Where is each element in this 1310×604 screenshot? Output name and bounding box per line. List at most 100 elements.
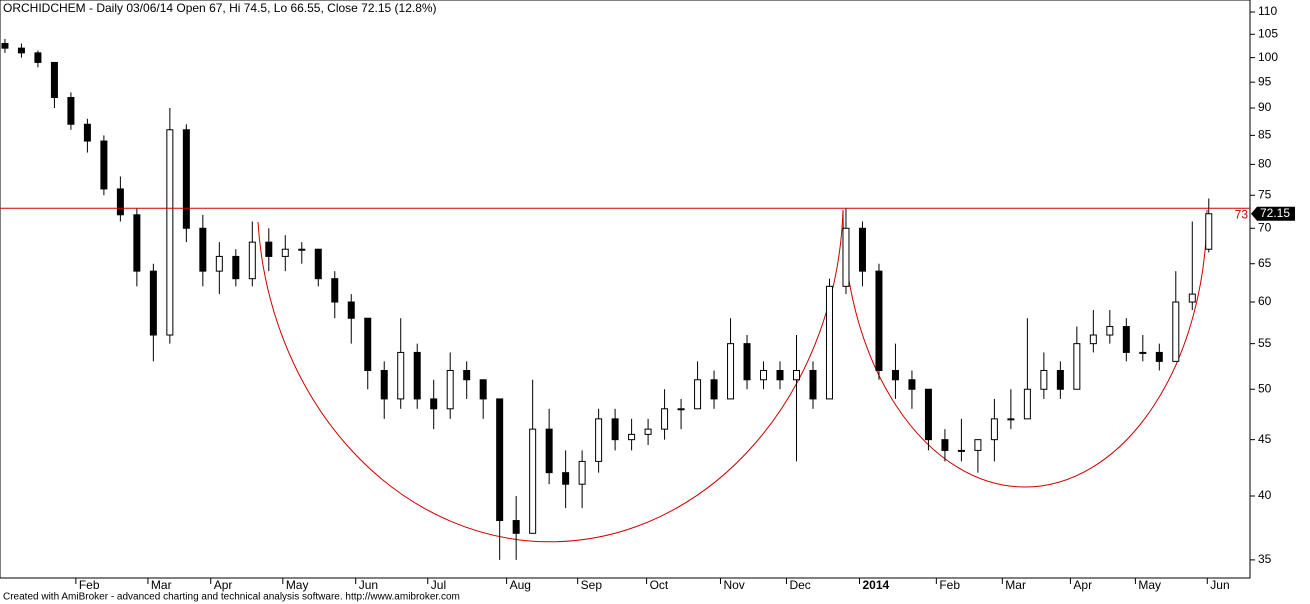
candle-body — [644, 428, 652, 435]
candle-body — [776, 369, 784, 381]
candle-body — [578, 460, 586, 485]
x-tick-label: Aug — [510, 578, 531, 592]
x-tick-label: Nov — [723, 578, 744, 592]
candle-body — [446, 369, 454, 410]
x-tick-label: 2014 — [862, 578, 889, 592]
candle-body — [430, 398, 438, 410]
y-tick-label: 65 — [1258, 256, 1272, 270]
candle-body — [628, 433, 636, 441]
candle-body — [760, 369, 768, 381]
candle-body — [611, 418, 619, 441]
y-tick-label: 70 — [1258, 220, 1272, 234]
candle-body — [496, 398, 504, 522]
candle-body — [825, 285, 833, 400]
candle-body — [842, 227, 850, 287]
candle-body — [529, 428, 537, 534]
chart-title: ORCHIDCHEM - Daily 03/06/14 Open 67, Hi … — [3, 1, 437, 15]
y-tick-label: 110 — [1258, 4, 1277, 18]
x-tick-label: Oct — [650, 578, 669, 592]
candle-body — [595, 418, 603, 462]
x-tick-label: Jul — [431, 578, 446, 592]
candle-body — [479, 379, 487, 400]
candle-body — [1040, 369, 1048, 390]
candle-body — [1, 42, 9, 49]
candle-body — [990, 418, 998, 441]
candle-body — [875, 270, 883, 371]
candle-body — [661, 408, 669, 430]
x-tick-label: Feb — [939, 578, 960, 592]
candle-body — [941, 439, 949, 451]
candle-body — [413, 351, 421, 400]
footer: Created with AmiBroker - advanced charti… — [3, 592, 460, 603]
candle-body — [232, 255, 240, 280]
candle-body — [1056, 369, 1064, 390]
x-tick-label: Dec — [789, 578, 810, 592]
candle-body — [34, 52, 42, 63]
candle-body — [908, 379, 916, 390]
cup-arc — [257, 209, 844, 543]
x-tick-label: Sep — [581, 578, 603, 592]
candle-body — [1155, 351, 1163, 362]
candle-body — [50, 61, 58, 99]
candle-body — [1007, 418, 1015, 421]
y-tick-label: 95 — [1258, 74, 1272, 88]
candle-body — [281, 248, 289, 257]
candle-body — [677, 408, 685, 411]
x-tick-label: May — [1138, 578, 1161, 592]
candle-body — [924, 388, 932, 441]
cup-arc — [842, 209, 1208, 488]
candle-body — [1073, 343, 1081, 390]
candle-body — [743, 343, 751, 381]
candle-body — [1172, 301, 1180, 362]
candle-body — [298, 248, 306, 251]
candle-body — [1089, 334, 1097, 345]
candle-body — [727, 343, 735, 400]
plot-frame — [0, 0, 1251, 579]
y-tick-label: 35 — [1258, 552, 1272, 566]
last-tag-box — [1251, 206, 1295, 221]
candle-body — [17, 47, 25, 54]
candle-body — [347, 301, 355, 319]
candle-body — [116, 188, 124, 216]
candle-body — [265, 241, 273, 257]
candle-body — [380, 369, 388, 400]
y-tick-label: 80 — [1258, 157, 1272, 171]
x-tick-label: Apr — [214, 578, 233, 592]
x-tick-label: Jun — [1210, 578, 1229, 592]
candle-body — [397, 351, 405, 400]
candle-body — [545, 428, 553, 474]
candle-body — [166, 129, 174, 336]
y-tick-label: 85 — [1258, 128, 1272, 142]
candle-body — [182, 129, 190, 229]
candle-body — [957, 449, 965, 452]
candle-body — [793, 369, 801, 381]
candle-body — [1106, 326, 1114, 336]
x-tick-label: Feb — [79, 578, 100, 592]
y-tick-label: 55 — [1258, 336, 1272, 350]
candle-body — [215, 255, 223, 272]
candle-body — [809, 369, 817, 400]
candle-body — [331, 278, 339, 303]
y-tick-label: 75 — [1258, 187, 1272, 201]
y-tick-label: 45 — [1258, 432, 1272, 446]
candle-body — [891, 369, 899, 381]
candle-body — [512, 520, 520, 534]
x-tick-label: Apr — [1073, 578, 1092, 592]
candle-body — [1188, 293, 1196, 303]
candle-body — [364, 317, 372, 371]
candle-body — [1122, 326, 1130, 353]
candle-body — [974, 439, 982, 451]
y-tick-label: 60 — [1258, 294, 1272, 308]
candle-body — [67, 97, 75, 125]
candle-body — [710, 379, 718, 400]
candle-body — [83, 123, 91, 142]
candle-body — [314, 248, 322, 280]
candle-body — [149, 270, 157, 336]
candle-body — [463, 369, 471, 381]
y-tick-label: 90 — [1258, 100, 1272, 114]
x-tick-label: Mar — [151, 578, 172, 592]
candle-body — [199, 227, 207, 272]
candle-body — [1139, 351, 1147, 354]
y-tick-label: 50 — [1258, 381, 1272, 395]
